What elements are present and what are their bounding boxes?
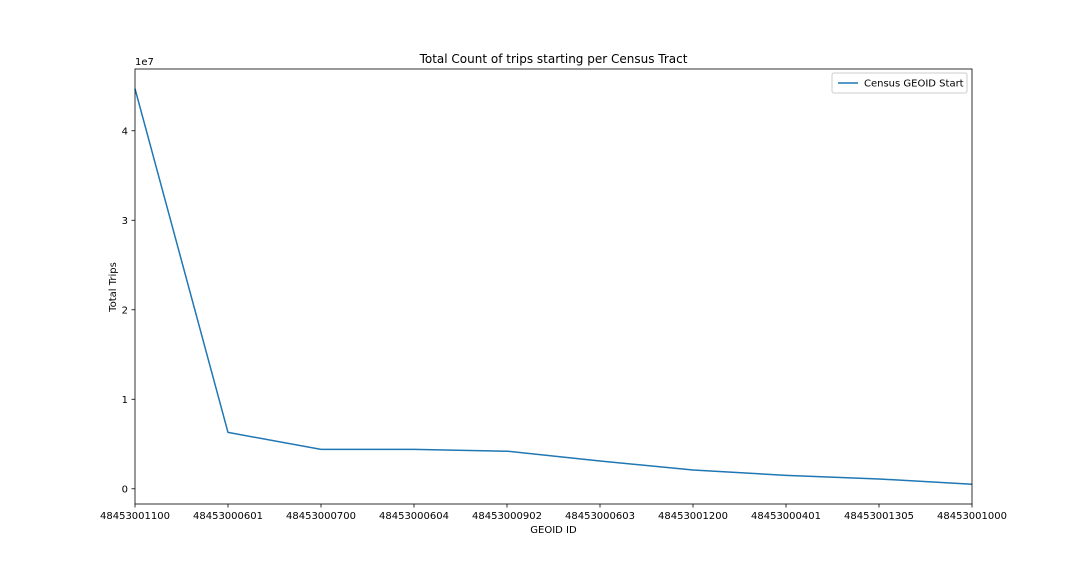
x-tick-label: 48453001000 — [937, 511, 1007, 522]
y-tick-label: 2 — [122, 305, 128, 316]
x-axis: 48453001100 48453000601 48453000700 4845300… — [100, 504, 1007, 522]
legend-label: Census GEOID Start — [864, 79, 964, 90]
y-axis: 0 1 2 3 4 — [122, 126, 135, 495]
y-axis-offset-label: 1e7 — [135, 57, 154, 68]
plot-area — [134, 88, 973, 486]
x-tick-label: 48453000603 — [565, 511, 635, 522]
y-tick-label: 3 — [122, 216, 128, 227]
x-tick-label: 48453000601 — [193, 511, 263, 522]
x-tick-label: 48453001305 — [844, 511, 914, 522]
x-tick-label: 48453000401 — [751, 511, 821, 522]
x-tick-label: 48453000902 — [472, 511, 542, 522]
y-tick-label: 4 — [122, 126, 128, 137]
x-axis-title: GEOID ID — [530, 525, 577, 536]
x-tick-label: 48453000700 — [286, 511, 356, 522]
legend: Census GEOID Start — [831, 72, 968, 94]
y-tick-label: 0 — [122, 484, 128, 495]
legend-box — [831, 72, 968, 94]
plot-frame — [134, 68, 973, 505]
y-tick-label: 1 — [122, 395, 128, 406]
series-line — [134, 88, 973, 486]
y-axis-title: Total Trips — [108, 262, 119, 313]
x-tick-label: 48453001200 — [658, 511, 728, 522]
x-tick-label: 48453001100 — [100, 511, 170, 522]
chart-title: Total Count of trips starting per Census… — [419, 52, 688, 66]
x-tick-label: 48453000604 — [379, 511, 449, 522]
